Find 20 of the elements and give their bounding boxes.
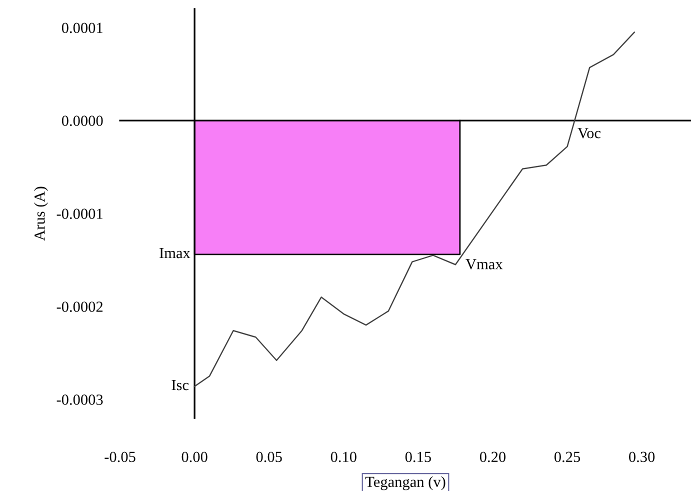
x-tick-label: 0.15 xyxy=(405,452,431,462)
x-tick-label: 0.30 xyxy=(629,452,655,462)
x-tick-label: 0.20 xyxy=(480,452,506,462)
annotation: Voc xyxy=(578,128,601,138)
x-tick-label: -0.05 xyxy=(104,452,136,462)
x-tick-label: 0.10 xyxy=(330,452,356,462)
y-tick-label: -0.0002 xyxy=(56,302,103,312)
y-tick-label: -0.0001 xyxy=(56,208,102,220)
x-tick-label: 0.00 xyxy=(182,452,208,462)
y-axis-title: Arus (A) xyxy=(34,186,48,241)
x-axis-title: Tegangan (v) xyxy=(365,476,446,490)
annotation: Vmax xyxy=(466,259,503,270)
y-tick-label: -0.0003 xyxy=(56,394,103,405)
y-tick-label: 0.0001 xyxy=(62,22,102,34)
annotation: Isc xyxy=(172,380,189,390)
x-tick-label: 0.25 xyxy=(554,452,580,462)
x-tick-label: 0.05 xyxy=(256,452,282,462)
line-series xyxy=(194,32,635,388)
annotation: Imax xyxy=(160,248,190,258)
y-tick-label: 0.0000 xyxy=(62,116,103,126)
